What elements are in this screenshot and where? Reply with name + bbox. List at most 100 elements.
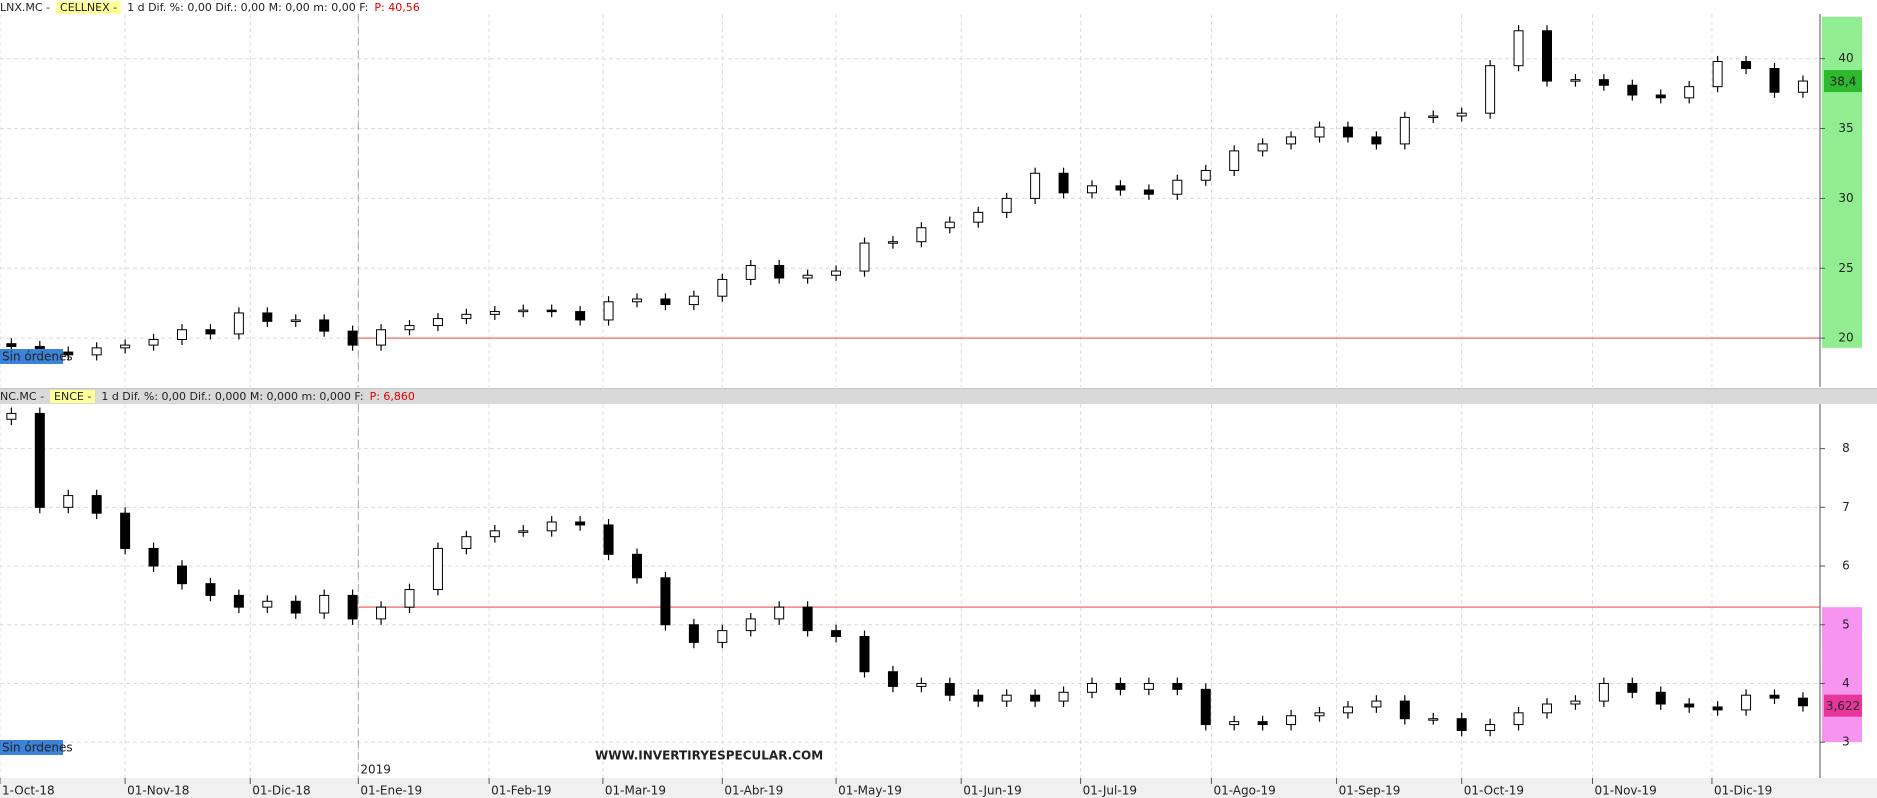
candle-body <box>1229 150 1240 171</box>
x-tick-label: 01-May-19 <box>838 784 902 798</box>
candle-body <box>944 221 955 229</box>
candle-body <box>1542 703 1552 714</box>
candle-body <box>1655 94 1666 99</box>
x-tick-label: 01-Oct-19 <box>1464 784 1524 798</box>
axis-strip <box>0 778 1877 798</box>
candle-body <box>1314 126 1325 138</box>
candle-body <box>347 594 358 620</box>
candle-body <box>774 606 785 620</box>
candle-body <box>1399 116 1410 145</box>
candle-body <box>148 547 159 567</box>
candle-body <box>1143 189 1154 195</box>
candle-body <box>688 295 699 306</box>
y-tick-label: 3 <box>1842 735 1850 749</box>
candle-body <box>1200 688 1211 726</box>
candle-body <box>632 298 642 303</box>
candle-body <box>802 606 813 632</box>
candle-body <box>802 274 813 279</box>
candle-body <box>1001 197 1012 213</box>
candle-body <box>1115 185 1126 191</box>
candle-body <box>1570 79 1581 82</box>
candle-body <box>546 309 557 313</box>
last-price-label: 3,622 <box>1826 699 1860 713</box>
candle-body <box>1371 700 1382 708</box>
candle-body <box>1087 185 1097 194</box>
candle-body <box>319 594 330 614</box>
candle-body <box>6 343 17 347</box>
candle-body <box>177 565 187 585</box>
candle-body <box>233 312 244 335</box>
candle-body <box>717 630 728 643</box>
candle-body <box>944 682 955 696</box>
candle-body <box>63 495 74 508</box>
candle-body <box>1769 694 1780 699</box>
status-tag <box>0 349 63 364</box>
candle-body <box>432 547 443 591</box>
x-tick-label: 01-Nov-19 <box>1595 784 1657 798</box>
candle-body <box>1741 694 1752 711</box>
y-tick-label: 35 <box>1838 121 1853 135</box>
candle-body <box>1598 682 1609 702</box>
candle-body <box>148 339 159 346</box>
status-label: Sin órdenes <box>2 350 73 364</box>
symbol: LNX.MC - <box>0 1 51 14</box>
candle-body <box>1684 86 1695 99</box>
candle-body <box>831 630 842 638</box>
candle-body <box>1542 30 1552 82</box>
candle-body <box>489 311 500 315</box>
candle-body <box>1030 172 1041 199</box>
candle-body <box>376 606 387 620</box>
x-tick-label: 01-Jul-19 <box>1083 784 1137 798</box>
candle-body <box>1485 65 1496 114</box>
candle-body <box>1058 172 1069 194</box>
candle-body <box>1030 694 1041 702</box>
x-tick-label: 01-Sep-19 <box>1339 784 1401 798</box>
candle-body <box>1570 700 1581 705</box>
x-tick-label: 01-Jun-19 <box>963 784 1022 798</box>
candle-body <box>973 211 984 223</box>
candle-body <box>1655 691 1666 705</box>
candle-body <box>660 298 671 306</box>
candle-body <box>1257 143 1268 152</box>
y-tick-label: 5 <box>1842 617 1850 631</box>
candle-body <box>1485 724 1496 731</box>
candle-body <box>603 524 614 555</box>
candle-body <box>1684 703 1695 708</box>
x-tick-label: 01-Dic-19 <box>1714 784 1772 798</box>
candle-body <box>177 329 187 341</box>
candle-body <box>1229 721 1240 726</box>
candle-body <box>91 347 102 356</box>
candle-body <box>1712 706 1723 711</box>
candle-body <box>546 521 557 532</box>
candle-body <box>489 530 500 538</box>
candle-body <box>1342 706 1353 714</box>
candle-body <box>575 521 586 526</box>
price: P: 6,860 <box>369 390 415 403</box>
candle-body <box>1286 136 1297 145</box>
candle-body <box>887 671 898 687</box>
candle-body <box>831 270 842 276</box>
candle-body <box>518 530 529 533</box>
candle-body <box>859 242 870 272</box>
candle-body <box>1257 721 1268 726</box>
candle-body <box>1456 112 1467 117</box>
candle-body <box>1286 715 1297 726</box>
price: P: 40,56 <box>374 1 420 14</box>
candle-body <box>1513 30 1524 67</box>
candle-body <box>1627 84 1638 96</box>
candle-body <box>205 583 216 596</box>
info: 1 d Dif. %: 0,00 Dif.: 0,00 M: 0,00 m: 0… <box>127 1 369 14</box>
candle-body <box>34 412 45 508</box>
candle-body <box>1087 682 1097 693</box>
name: ENCE - <box>50 390 96 403</box>
candle-body <box>774 264 785 279</box>
candle-body <box>1456 718 1467 731</box>
candle-body <box>290 319 301 322</box>
candle-body <box>1627 682 1638 693</box>
y-tick-label: 40 <box>1838 51 1853 65</box>
candle-body <box>632 553 642 579</box>
price-zone <box>1822 16 1862 348</box>
candle-body <box>1598 79 1609 86</box>
candle-body <box>262 600 273 608</box>
